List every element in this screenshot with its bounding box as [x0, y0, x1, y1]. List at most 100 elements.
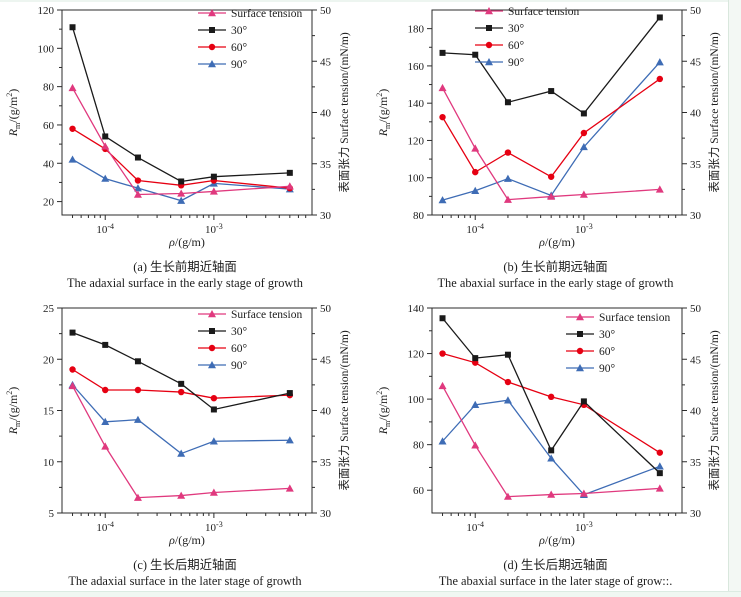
- marker-circle: [439, 113, 446, 121]
- marker-square: [439, 49, 446, 56]
- marker-triangle: [655, 58, 664, 66]
- marker-square: [580, 398, 587, 405]
- marker-square: [548, 447, 555, 454]
- marker-square: [178, 380, 185, 387]
- marker-triangle: [655, 462, 664, 470]
- right-tick-label: 50: [320, 303, 332, 315]
- marker-triangle: [209, 187, 218, 195]
- marker-square: [102, 133, 109, 140]
- marker-circle: [439, 350, 446, 357]
- series-line-deg60: [72, 128, 290, 189]
- legend-label-surface_tension: Surface tension: [231, 309, 302, 321]
- x-tick-label: 10-3: [205, 520, 223, 534]
- caption-a-en: The adaxial surface in the early stage o…: [66, 275, 303, 290]
- left-axis-ticks: [57, 9, 62, 203]
- right-axis-label: 表面张力 Surface tension/(mN/m): [707, 330, 721, 491]
- series-line-deg90: [442, 61, 661, 201]
- series-deg30: [69, 24, 293, 185]
- right-axis-ticks: [682, 307, 687, 514]
- marker-triangle: [68, 155, 77, 163]
- legend-label-surface_tension: Surface tension: [231, 8, 302, 20]
- marker-triangle: [547, 490, 556, 498]
- marker-triangle: [101, 142, 110, 150]
- marker-square: [504, 351, 511, 358]
- marker-circle: [134, 177, 142, 184]
- marker-circle: [208, 43, 216, 51]
- series-line-deg30: [71, 27, 290, 183]
- marker-circle: [69, 125, 76, 132]
- caption-c-en: The adaxial surface in the later stage o…: [68, 573, 302, 588]
- page-edge-bottom: [0, 591, 741, 597]
- marker-square: [134, 154, 141, 161]
- marker-square: [102, 341, 109, 348]
- x-axis-ticks: [72, 513, 307, 518]
- left-tick-label: 80: [413, 210, 425, 222]
- marker-triangle: [438, 83, 447, 92]
- marker-triangle: [471, 441, 480, 449]
- marker-triangle: [579, 489, 588, 497]
- left-axis-ticks: [57, 307, 62, 514]
- caption-d-zh: (d) 生长后期远轴面: [503, 558, 608, 572]
- x-tick-label: 10-4: [466, 222, 484, 236]
- left-tick-label: 100: [38, 43, 55, 55]
- left-tick-label: 60: [413, 485, 425, 497]
- left-tick-label: 100: [408, 173, 425, 185]
- series-deg90: [438, 58, 664, 204]
- series-deg30: [69, 329, 293, 413]
- marker-square: [472, 51, 479, 58]
- marker-circle: [576, 347, 584, 355]
- left-tick-label: 20: [43, 354, 55, 366]
- caption-d-en: The abaxial surface in the later stage o…: [438, 573, 673, 588]
- marker-square: [210, 406, 217, 413]
- series-line-deg60: [72, 368, 290, 399]
- marker-square: [69, 24, 76, 31]
- marker-square: [656, 470, 663, 477]
- marker-triangle: [438, 381, 447, 390]
- right-tick-label: 40: [690, 406, 702, 418]
- marker-circle: [208, 344, 216, 352]
- marker-triangle: [177, 491, 186, 499]
- marker-triangle: [503, 195, 512, 203]
- legend-label-deg30: 30°: [508, 23, 525, 35]
- caption-c-zh: (c) 生长后期近轴面: [133, 558, 237, 572]
- caption-a-zh: (a) 生长前期近轴面: [133, 260, 237, 274]
- left-axis-ticks: [427, 28, 432, 216]
- marker-square: [548, 88, 555, 95]
- right-tick-label: 35: [690, 159, 702, 171]
- left-tick-label: 40: [43, 158, 55, 170]
- chart-b: 80 100 120 140 160 180 30 35 40 45 50 10-4 10-3ρ/(g/…: [375, 5, 721, 249]
- right-axis-ticks: [312, 307, 317, 514]
- marker-triangle: [503, 174, 512, 182]
- series-line-deg90: [442, 399, 661, 496]
- right-tick-label: 30: [320, 210, 332, 222]
- x-axis-ticks: [72, 215, 307, 220]
- marker-triangle: [101, 417, 110, 425]
- right-tick-label: 50: [690, 5, 702, 17]
- right-axis-label: 表面张力 Surface tension/(mN/m): [337, 330, 351, 491]
- left-tick-label: 140: [408, 303, 425, 315]
- left-axis-label: Rm/(g/m2): [5, 89, 22, 138]
- marker-circle: [547, 393, 555, 401]
- x-axis-label: ρ/(g/m): [538, 533, 575, 547]
- marker-triangle: [208, 361, 216, 369]
- left-tick-label: 120: [38, 5, 55, 17]
- marker-triangle: [177, 196, 186, 204]
- left-tick-label: 10: [43, 457, 55, 469]
- marker-triangle: [485, 7, 493, 15]
- marker-triangle: [177, 449, 186, 457]
- marker-triangle: [438, 437, 447, 445]
- left-axis-label: Rm/(g/m2): [5, 387, 22, 436]
- marker-circle: [102, 386, 109, 394]
- marker-circle: [472, 168, 479, 176]
- panel-b: 80 100 120 140 160 180 30 35 40 45 50 10-4 10-3 ρ/(g/…: [370, 0, 741, 298]
- marker-square: [486, 25, 492, 31]
- right-axis-label: 表面张力 Surface tension/(mN/m): [337, 32, 351, 193]
- legend-label-deg30: 30°: [231, 25, 248, 37]
- right-tick-label: 30: [690, 210, 702, 222]
- marker-triangle: [133, 493, 142, 501]
- chart-a: 20 40 60 80 100 120 30 35 40 45 50 10-4 10-3ρ/(g/m) R…: [5, 5, 351, 249]
- left-axis-label: Rm/(g/m2): [375, 89, 392, 138]
- legend-label-deg60: 60°: [508, 40, 525, 52]
- marker-circle: [547, 173, 555, 180]
